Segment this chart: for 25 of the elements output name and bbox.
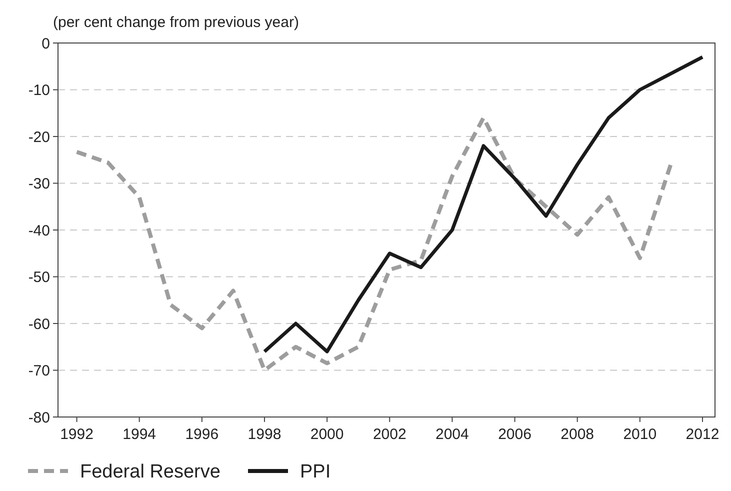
y-tick-label: -80	[28, 409, 50, 426]
y-tick-label: -70	[28, 362, 50, 380]
x-tick-label: 1994	[122, 426, 156, 443]
x-tick-label: 2010	[623, 426, 657, 443]
y-tick-label: -40	[28, 222, 50, 240]
legend-label: PPI	[300, 462, 331, 483]
x-tick-label: 2008	[560, 426, 594, 443]
y-tick-label: -10	[28, 82, 50, 99]
x-tick-label: 2006	[498, 426, 532, 443]
x-tick-label: 1992	[60, 426, 94, 443]
line-series	[74, 116, 674, 372]
y-tick-label: -20	[28, 128, 50, 146]
y-tick-label: -50	[28, 269, 50, 286]
x-tick-label: 2012	[686, 426, 720, 443]
x-tick-label: 2002	[372, 426, 406, 443]
x-tick-label: 1996	[185, 426, 219, 443]
y-axis-title: (per cent change from previous year)	[53, 14, 299, 31]
x-tick-label: 2004	[436, 426, 469, 443]
y-tick-label: 0	[42, 35, 50, 52]
x-tick-label: 1998	[248, 426, 282, 443]
line-series	[262, 55, 704, 354]
x-tick-label: 2000	[310, 426, 344, 443]
legend-label: Federal Reserve	[80, 462, 220, 483]
y-tick-label: -30	[28, 176, 50, 192]
y-tick-label: -60	[28, 316, 50, 333]
